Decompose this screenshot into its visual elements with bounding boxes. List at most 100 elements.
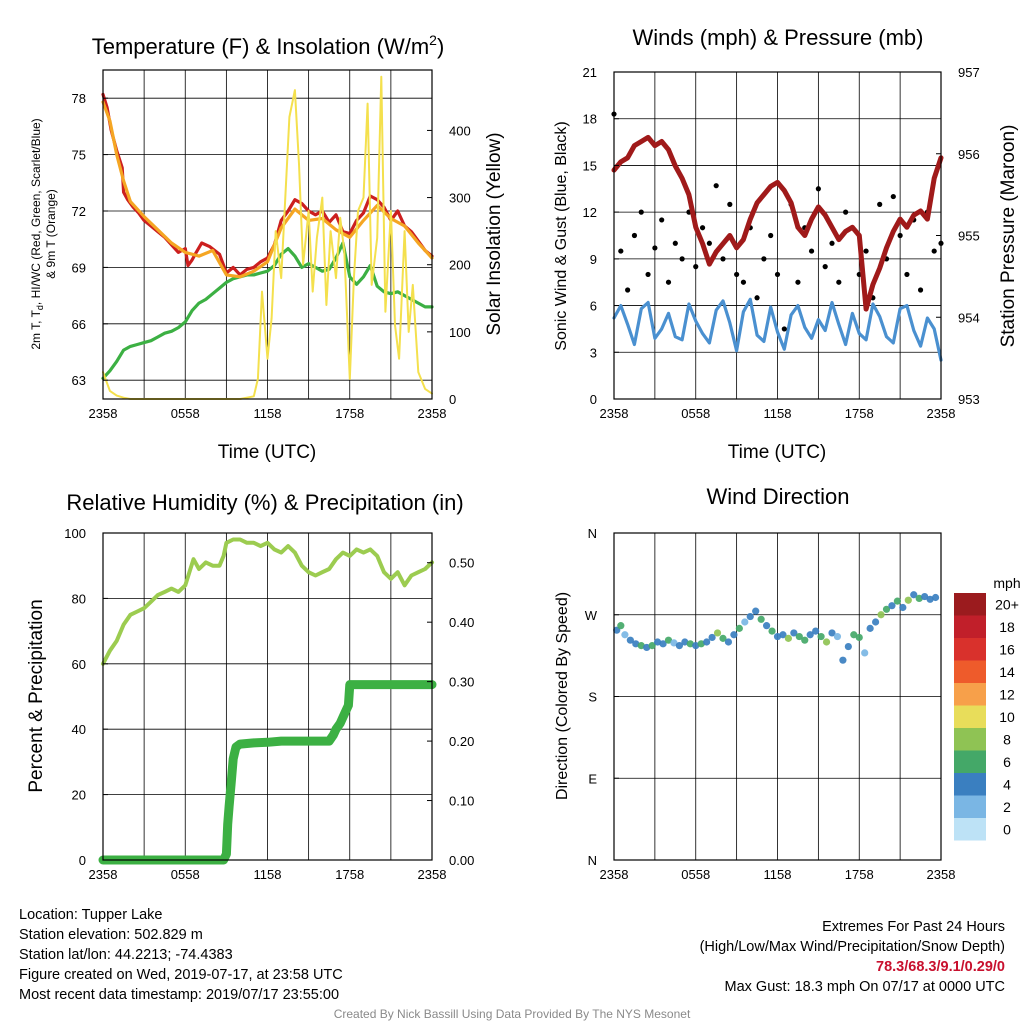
- colorbar-label: 4: [1003, 776, 1011, 792]
- direction-point: [839, 656, 847, 664]
- y2-tick-label: 0.50: [449, 556, 474, 571]
- direction-point: [654, 638, 662, 646]
- colorbar-swatch: [954, 750, 986, 773]
- y2-tick-label: 0: [449, 392, 456, 407]
- direction-point: [621, 631, 629, 639]
- y-tick-label: 12: [583, 205, 597, 220]
- direction-point: [904, 596, 912, 604]
- direction-point: [670, 639, 678, 647]
- direction-point: [806, 631, 814, 639]
- gust-point: [931, 248, 937, 254]
- winds-y2label: Station Pressure (Maroon): [998, 125, 1019, 348]
- y2-tick-label: 100: [449, 325, 471, 340]
- direction-point: [855, 633, 863, 642]
- direction-point: [877, 611, 885, 619]
- x-tick-label: 1158: [764, 406, 792, 421]
- y2-tick-label: 0.20: [449, 734, 474, 749]
- direction-point: [686, 640, 694, 648]
- y-tick-label: 18: [583, 112, 597, 127]
- y-tick-label: E: [588, 771, 597, 786]
- colorbar-swatch: [954, 683, 986, 706]
- gust-point: [665, 279, 672, 285]
- gust-point: [713, 183, 719, 189]
- y-tick-label: 60: [72, 657, 86, 672]
- direction-point: [626, 636, 634, 644]
- humidity-title: Relative Humidity (%) & Precipitation (i…: [66, 490, 463, 515]
- x-tick-label: 2358: [418, 867, 447, 882]
- direction-point: [779, 631, 787, 639]
- winds-xlabel: Time (UTC): [728, 442, 827, 463]
- direction-title: Wind Direction: [706, 484, 849, 509]
- gust-point: [904, 271, 910, 278]
- y-tick-label: 75: [72, 148, 86, 163]
- direction-point: [637, 642, 645, 650]
- x-tick-label: 2358: [927, 867, 956, 882]
- gust-point: [843, 209, 849, 215]
- gust-point: [815, 186, 821, 192]
- y-tick-label: 72: [72, 204, 86, 219]
- direction-point: [708, 633, 716, 642]
- created-text: Figure created on Wed, 2019-07-17, at 23…: [19, 967, 343, 983]
- y-tick-label: 66: [72, 317, 86, 332]
- colorbar-label: 20+: [995, 596, 1019, 612]
- y-tick-label: W: [585, 608, 598, 623]
- x-tick-label: 0558: [171, 867, 200, 882]
- gust-point: [734, 271, 740, 278]
- x-tick-label: 2358: [600, 406, 629, 421]
- humidity-ticks: 2358 0558 1158 1758 23580204060801000.000.10…: [64, 526, 474, 882]
- direction-series: [613, 591, 940, 664]
- gust-point: [768, 232, 774, 239]
- x-tick-label: 2358: [418, 406, 447, 421]
- direction-grid: [614, 533, 941, 860]
- colorbar-label: 0: [1003, 821, 1011, 837]
- gust-point: [631, 232, 638, 239]
- direction-point: [692, 642, 700, 650]
- extremes-subtitle: (High/Low/Max Wind/Precipitation/Snow De…: [699, 939, 1005, 955]
- humidity-panel: Relative Humidity (%) & Precipitation (i…: [26, 490, 474, 882]
- temperature-series-line: [101, 241, 434, 380]
- direction-point: [763, 622, 771, 630]
- y2-tick-label: 0.10: [449, 794, 474, 809]
- colorbar-swatch: [954, 593, 986, 616]
- x-tick-label: 1758: [335, 867, 364, 882]
- direction-point: [724, 638, 733, 646]
- gust-point: [836, 279, 842, 285]
- direction-point: [784, 634, 793, 642]
- gust-point: [699, 225, 706, 231]
- x-tick-label: 0558: [681, 406, 710, 421]
- gust-point: [754, 295, 760, 301]
- direction-point: [817, 632, 825, 641]
- gust-point: [795, 279, 801, 285]
- credit-text: Created By Nick Bassill Using Data Provi…: [333, 1007, 691, 1021]
- y-tick-label: 0: [79, 853, 86, 868]
- direction-point: [861, 649, 869, 657]
- recent-text: Most recent data timestamp: 2019/07/17 2…: [19, 987, 340, 1003]
- direction-point: [768, 627, 776, 635]
- direction-point: [757, 615, 765, 623]
- y-tick-label: 100: [64, 526, 86, 541]
- direction-point: [893, 597, 902, 605]
- humidity-grid: [103, 533, 432, 860]
- y2-tick-label: 300: [449, 191, 471, 206]
- gust-point: [679, 256, 685, 262]
- y2-tick-label: 0.40: [449, 615, 474, 630]
- direction-point: [844, 642, 852, 651]
- y-tick-label: S: [588, 690, 597, 705]
- y-tick-label: 0: [590, 392, 597, 407]
- extremes-values: 78.3/68.3/9.1/0.29/0: [876, 959, 1005, 975]
- y2-tick-label: 954: [958, 310, 980, 325]
- gust-point: [917, 287, 924, 293]
- temperature-title: Temperature (F) & Insolation (W/m2): [92, 32, 445, 59]
- direction-point: [882, 605, 891, 613]
- colorbar-swatch: [954, 728, 986, 751]
- direction-point: [713, 629, 722, 637]
- temperature-ticks: 2358 0558 1158 1758 2358 63 66 69 72 75 78 0 100 200 3…: [72, 91, 471, 421]
- winds-series-line: [611, 134, 944, 312]
- gust-point: [618, 248, 624, 254]
- x-tick-label: 1758: [845, 406, 874, 421]
- max-gust-text: Max Gust: 18.3 mph On 07/17 at 0000 UTC: [724, 979, 1005, 995]
- x-tick-label: 2358: [89, 867, 118, 882]
- y2-tick-label: 955: [958, 229, 980, 244]
- temperature-ylabel: 2m T, Td, HI/WC (Red, Green, Scarlet/Blu…: [29, 118, 45, 349]
